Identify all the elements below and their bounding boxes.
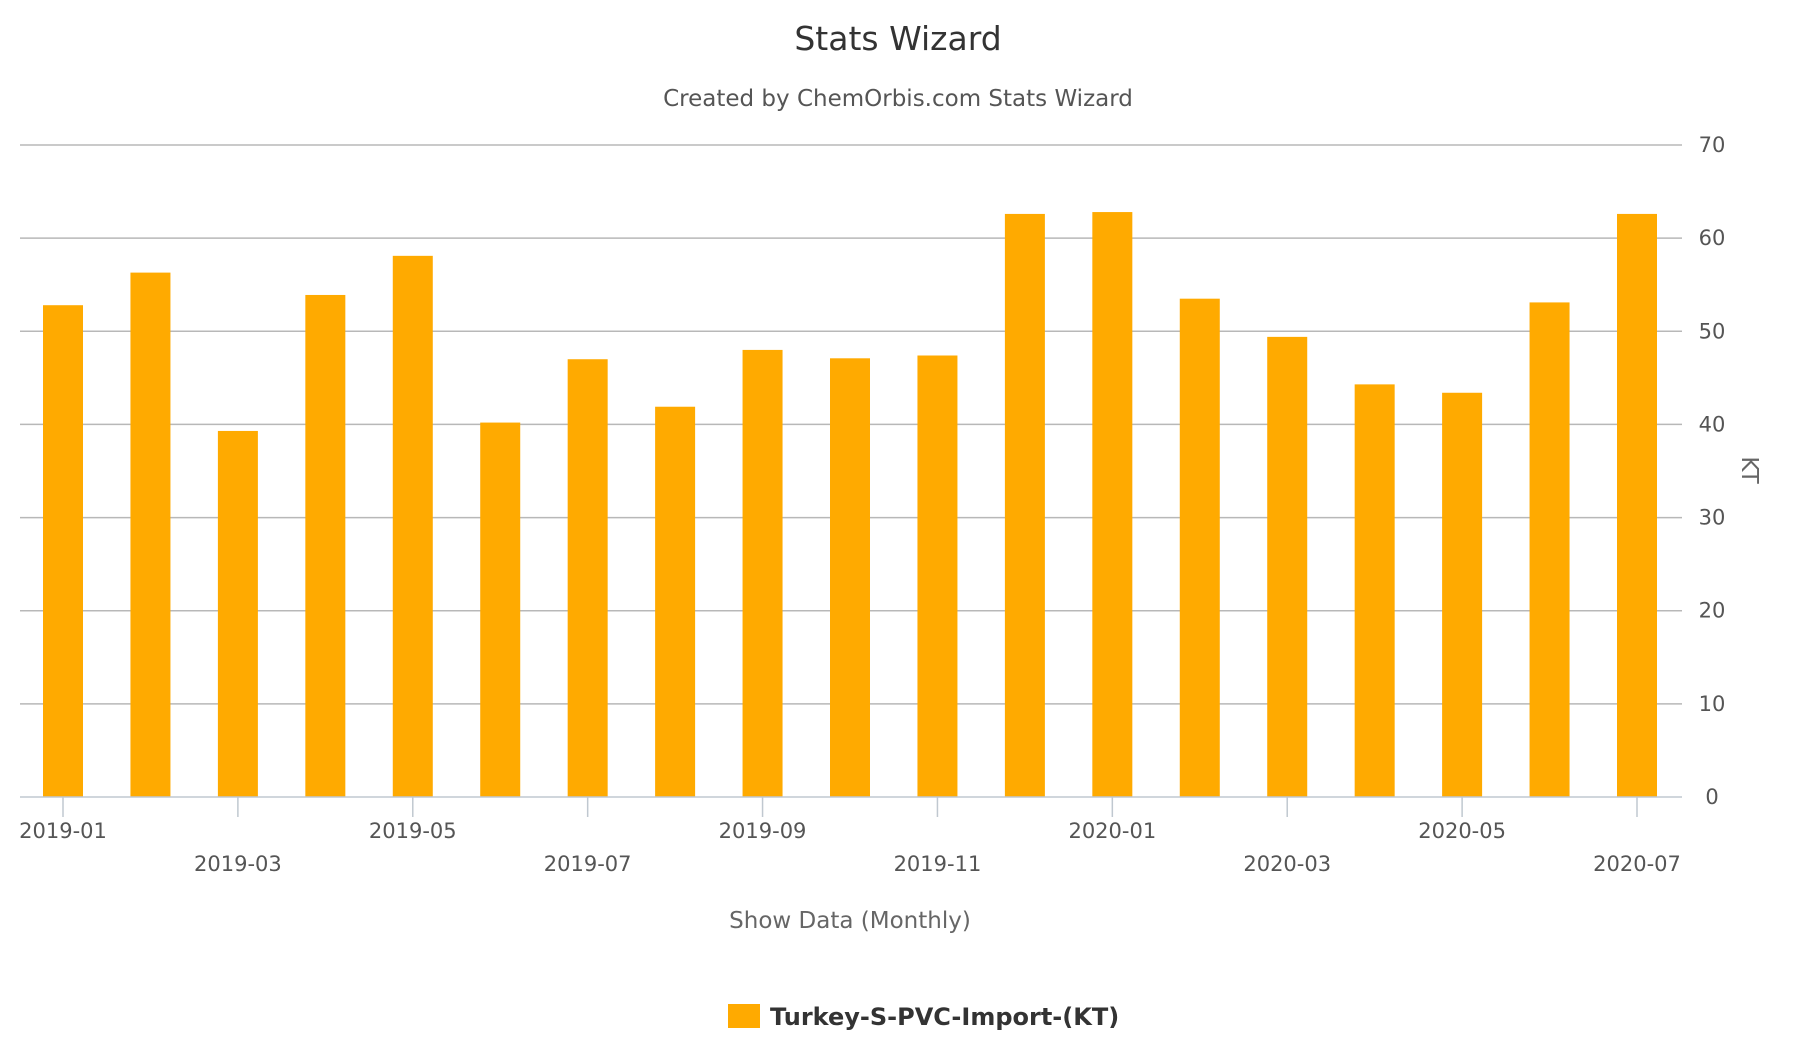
chart-title: Stats Wizard [794,19,1001,58]
bar-2020-04[interactable] [1354,384,1395,797]
bar-2019-08[interactable] [655,406,696,797]
legend-item[interactable]: Turkey-S-PVC-Import-(KT) [728,1003,1119,1031]
y-tick-label: 40 [1699,412,1726,436]
bar-2019-01[interactable] [43,305,83,797]
bar-2019-03[interactable] [217,430,258,797]
y-tick-label: 10 [1699,692,1726,716]
bar-2020-01[interactable] [1092,212,1133,797]
bar-2020-06[interactable] [1529,302,1570,797]
x-tick-label: 2019-09 [719,819,807,843]
legend-label[interactable]: Turkey-S-PVC-Import-(KT) [770,1003,1119,1031]
bar-2020-03[interactable] [1267,336,1308,797]
x-tick-label: 2019-05 [369,819,457,843]
x-tick-label: 2020-05 [1418,819,1506,843]
chart-subtitle: Created by ChemOrbis.com Stats Wizard [663,86,1133,112]
bar-2019-06[interactable] [480,422,521,797]
x-tick-label: 2019-11 [894,852,982,876]
y-tick-label: 70 [1699,133,1726,157]
bar-2019-09[interactable] [742,349,783,797]
bar-2019-04[interactable] [305,294,346,797]
x-tick-label: 2019-07 [544,852,632,876]
x-tick-label: 2020-01 [1068,819,1156,843]
bar-2020-02[interactable] [1179,298,1220,797]
bars [43,212,1657,798]
y-tick-label: 50 [1699,319,1726,343]
y-tick-label: 30 [1699,506,1726,530]
y-tick-label: 20 [1699,599,1726,623]
bar-2019-07[interactable] [567,359,608,797]
y-axis: 0 10 20 30 40 50 60 70 [1699,133,1726,809]
bar-2019-10[interactable] [830,358,870,797]
bar-2019-05[interactable] [392,255,433,798]
show-data-link[interactable]: Show Data (Monthly) [729,908,971,934]
x-tick-label: 2019-03 [194,852,282,876]
x-tick-label: 2019-01 [19,819,107,843]
y-tick-label: 60 [1699,226,1726,250]
x-tick-label: 2020-03 [1243,852,1331,876]
bar-2019-11[interactable] [917,355,958,797]
bar-2019-02[interactable] [130,272,171,797]
x-axis: 2019-01 2019-03 2019-05 2019-07 2019-09 2019-… [19,796,1682,876]
legend-swatch [728,1004,760,1028]
y-tick-label: 0 [1705,785,1718,809]
bar-2019-12[interactable] [1004,213,1045,797]
y-axis-label: KT [1736,456,1762,484]
bar-2020-05[interactable] [1442,392,1483,797]
x-tick-label: 2020-07 [1593,852,1681,876]
bar-2020-07[interactable] [1617,213,1657,797]
